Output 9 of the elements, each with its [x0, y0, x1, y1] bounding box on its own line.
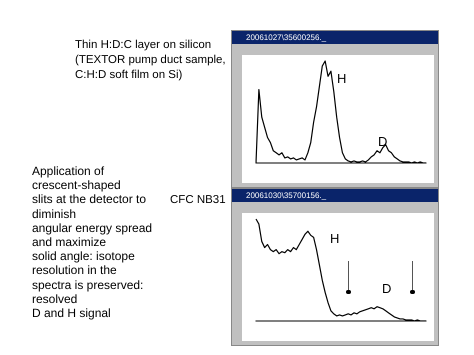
text: Application of crescent-shaped slits at the detector to diminish angular energy spread and maximize solid angle: isotope resolution in the spectra is preserved: resolved D and H signal [32, 164, 152, 320]
chart-subtitle: 20061027\35600256._ [232, 31, 438, 44]
chart-title: CFC NB31 [170, 193, 227, 208]
annotation: H [337, 71, 346, 86]
annotation: D [378, 134, 388, 149]
annotation: D [382, 281, 392, 296]
annotation: H [330, 231, 340, 246]
chart-subtitle: 20061030\35700156._ [232, 189, 438, 202]
text: Thin H:D:C layer on silicon (TEXTOR pump duct sample, C:H:D soft film on Si) [75, 38, 227, 83]
